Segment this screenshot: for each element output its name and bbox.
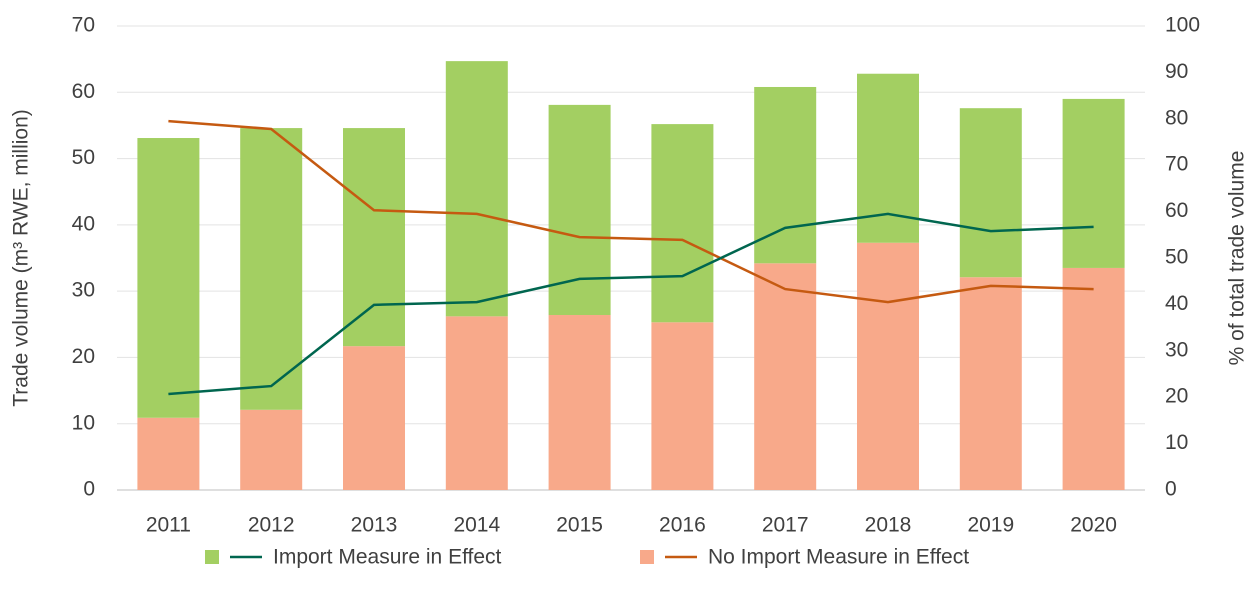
y2-axis-label: % of total trade volume (1226, 151, 1249, 366)
bar (445, 316, 508, 490)
y2-tick-label: 60 (1165, 199, 1188, 222)
y-tick-label: 20 (72, 345, 95, 368)
x-tick-label: 2017 (762, 514, 809, 537)
y-tick-label: 60 (72, 80, 95, 103)
x-tick-label: 2016 (659, 514, 706, 537)
y2-tick-label: 40 (1165, 292, 1188, 315)
x-tick-label: 2015 (556, 514, 603, 537)
legend-label: Import Measure in Effect (273, 546, 502, 569)
x-tick-label: 2020 (1070, 514, 1117, 537)
bar (651, 124, 714, 323)
x-tick-label: 2013 (351, 514, 398, 537)
y2-tick-label: 20 (1165, 385, 1188, 408)
y2-tick-label: 70 (1165, 153, 1188, 176)
y-tick-label: 10 (72, 411, 95, 434)
y-tick-label: 30 (72, 279, 95, 302)
bar (240, 128, 303, 410)
y-tick-label: 40 (72, 212, 95, 235)
y-tick-label: 70 (72, 14, 95, 37)
x-tick-label: 2019 (967, 514, 1014, 537)
bar (445, 61, 508, 317)
bar (343, 346, 405, 490)
bar (754, 86, 817, 264)
bar (959, 108, 1022, 278)
bar (651, 322, 714, 490)
x-tick-label: 2018 (865, 514, 912, 537)
legend-swatch (205, 550, 219, 564)
bar (343, 128, 405, 347)
line (168, 119, 1094, 304)
x-tick-label: 2011 (146, 514, 191, 537)
bar (137, 138, 200, 418)
y2-tick-label: 100 (1165, 14, 1200, 37)
bar (240, 409, 303, 490)
y2-tick-label: 90 (1165, 60, 1188, 83)
bar (754, 263, 817, 490)
x-tick-label: 2014 (453, 514, 500, 537)
bar (857, 242, 919, 490)
y2-tick-label: 50 (1165, 246, 1188, 269)
bar (1062, 98, 1125, 268)
y2-tick-label: 0 (1165, 478, 1177, 501)
bar (959, 277, 1022, 490)
y2-tick-label: 80 (1165, 106, 1188, 129)
y2-tick-label: 10 (1165, 431, 1188, 454)
y-tick-label: 0 (83, 478, 95, 501)
y-axis-label: Trade volume (m³ RWE, million) (10, 109, 33, 407)
bar (1062, 267, 1125, 490)
y2-tick-label: 30 (1165, 338, 1188, 361)
bar (137, 417, 200, 490)
y-tick-label: 50 (72, 146, 95, 169)
line (168, 212, 1094, 396)
x-tick-label: 2012 (248, 514, 295, 537)
legend-swatch (640, 550, 654, 564)
legend-label: No Import Measure in Effect (708, 546, 969, 569)
bar (548, 315, 611, 490)
